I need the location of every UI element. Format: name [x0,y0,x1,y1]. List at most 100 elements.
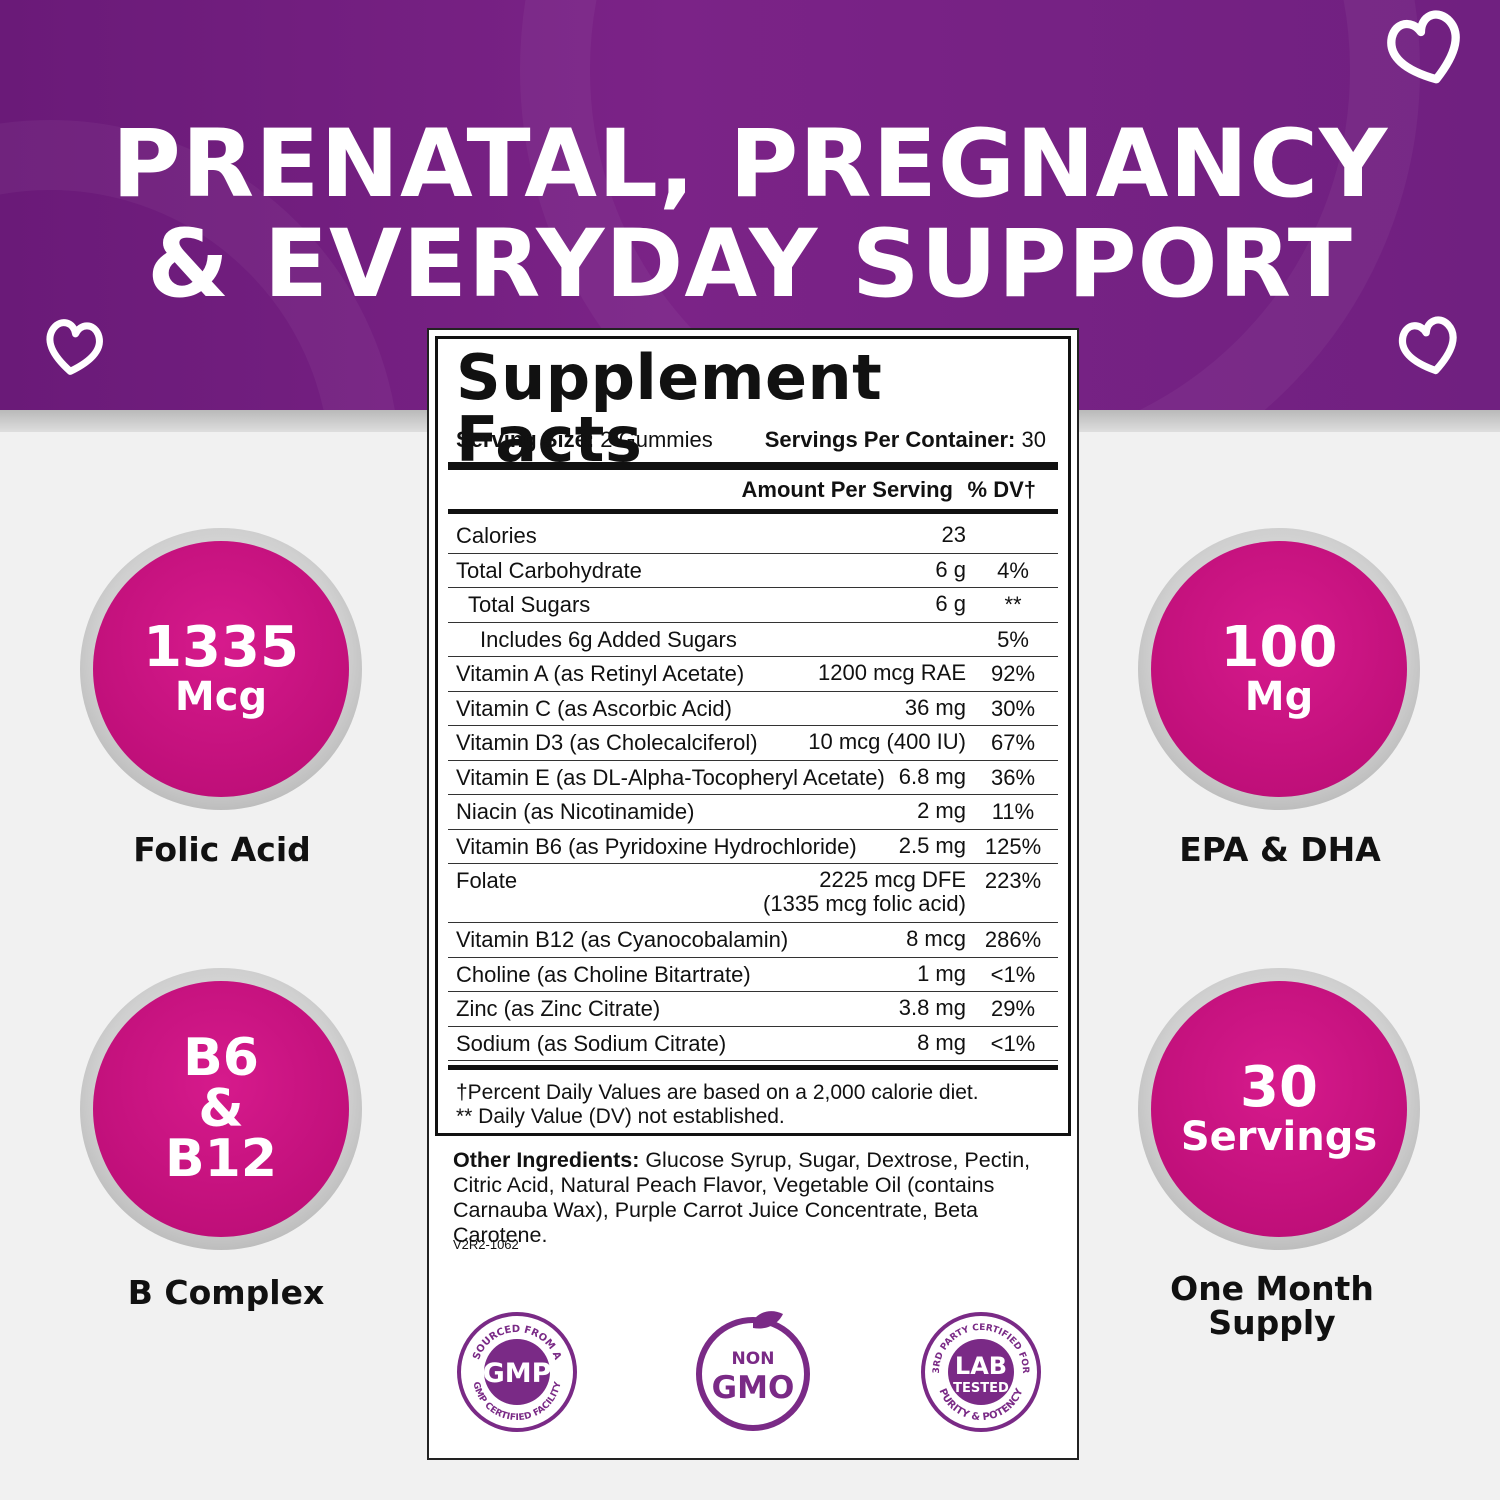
nutrient-amount-value: 6 g [935,556,966,582]
nutrient-name: Folate [456,868,518,893]
nutrient-amount: 3.8 mg [899,996,966,1020]
nutrient-dv: 4% [997,557,1029,583]
tested-label: TESTED [953,1381,1009,1396]
nutrient-name: Calories [456,523,537,548]
nutrient-amount-value: 1200 mcg RAE [818,660,966,685]
nutrient-name: Vitamin D3 (as Cholecalciferol) [456,730,758,755]
serving-size: Serving Size: 2 Gummies [456,427,713,453]
epa-dha-value: 100 [1220,615,1338,680]
nutrient-dv: <1% [990,1030,1036,1056]
nutrient-amount: 2.5 mg [899,833,966,858]
facts-row: Sodium (as Sodium Citrate) 8 mg <1% [448,1027,1058,1061]
folic-acid-unit: Mcg [174,674,268,720]
nutrient-name: Vitamin B6 (as Pyridoxine Hydrochloride) [456,833,857,859]
servings-unit: Servings [1180,1114,1378,1160]
nutrient-amount: 1 mg [917,960,966,986]
servings-caption-line1: One Month [1170,1269,1374,1308]
nutrient-amount-value: 1 mg [917,960,966,986]
nutrient-amount: 1200 mcg RAE [818,661,966,685]
facts-row: Niacin (as Nicotinamide) 2 mg 11% [448,795,1058,830]
nutrient-dv: 286% [984,927,1042,952]
nutrient-dv: 223% [984,868,1042,893]
gmp-seal: SOURCED FROM A GMP CERTIFIED FACILITY GM… [457,1312,577,1432]
amount-header: Amount Per Serving [741,477,953,502]
nutrient-dv: 92% [990,661,1036,686]
servings-per-container-label: Servings Per Container: [764,427,1016,452]
facts-row: Zinc (as Zinc Citrate) 3.8 mg 29% [448,992,1058,1027]
heart-icon [46,319,103,375]
nutrient-name: Vitamin A (as Retinyl Acetate) [456,661,745,686]
nutrient-amount-value: 3.8 mg [898,995,966,1020]
b-complex-line2: & [198,1078,244,1139]
facts-row: Calories 23 [448,519,1058,554]
nutrient-dv: 5% [997,626,1029,652]
facts-row: Vitamin B6 (as Pyridoxine Hydrochloride)… [448,830,1058,864]
nutrient-amount-detail: (1335 mcg folic acid) [763,891,966,916]
nutrient-name: Vitamin B12 (as Cyanocobalamin) [456,927,789,952]
lab-tested-seal: 3RD PARTY CERTIFIED FOR PURITY & POTENCY… [921,1312,1041,1432]
supplement-panel: Supplement Facts Serving Size: 2 Gummies… [427,328,1079,1460]
epa-dha-unit: Mg [1244,674,1314,720]
footnote-not-established: ** Daily Value (DV) not established. [456,1105,785,1128]
nutrient-dv: 125% [984,833,1042,859]
nutrient-dv: 36% [990,764,1036,790]
nutrient-amount: 2 mg [917,799,966,823]
nutrient-amount-value: 8 mg [917,1029,966,1055]
headline-line1: PRENATAL, PREGNANCY [111,110,1389,219]
nutrient-name: Vitamin C (as Ascorbic Acid) [456,695,732,721]
nutrient-amount-value: 36 mg [904,694,966,720]
nutrient-amount-value: 23 [941,522,966,547]
nutrient-amount-value: 2225 mcg DFE [819,867,966,892]
serving-size-label: Serving Size: [456,427,595,452]
footnotes: †Percent Daily Values are based on a 2,0… [456,1081,979,1129]
facts-row: Folate 2225 mcg DFE (1335 mcg folic acid) 2… [448,864,1058,923]
facts-row: Choline (as Choline Bitartrate) 1 mg <1% [448,958,1058,992]
nutrient-amount-value: 10 mcg (400 IU) [808,729,966,754]
b-complex-line3: B12 [165,1129,277,1190]
nutrient-amount: 36 mg [904,694,966,720]
nutrient-dv: ** [1004,592,1022,617]
facts-row: Total Carbohydrate 6 g 4% [448,554,1058,588]
gmp-label: GMP [483,1358,552,1389]
nutrient-amount: 6.8 mg [899,764,966,789]
facts-row: Vitamin A (as Retinyl Acetate) 1200 mcg R… [448,657,1058,692]
facts-row: Vitamin E (as DL-Alpha-Tocopheryl Acetat… [448,761,1058,795]
b-complex-badge: B6 & B12 [80,968,362,1250]
nutrient-amount-value: 2 mg [917,798,966,823]
nutrient-amount: 8 mg [917,1029,966,1055]
thick-rule [448,462,1058,470]
leaf-icon [753,1311,783,1329]
facts-row: Includes 6g Added Sugars 5% [448,623,1058,657]
b-complex-caption: B Complex [127,1273,325,1312]
nutrient-amount-value: 6 g [935,591,966,616]
other-ingredients-text: Glucose Syrup, Sugar, Dextrose, Pectin, … [453,1148,1031,1247]
nutrient-name: Vitamin E (as DL-Alpha-Tocopheryl Acetat… [456,764,885,790]
other-ingredients: Other Ingredients: Glucose Syrup, Sugar,… [453,1148,1063,1248]
facts-row: Vitamin C (as Ascorbic Acid) 36 mg 30% [448,692,1058,726]
supplement-facts-table: Supplement Facts Serving Size: 2 Gummies… [435,336,1071,1136]
headline-line2: & EVERYDAY SUPPORT [147,210,1353,319]
other-ingredients-label: Other Ingredients: [453,1148,640,1172]
folic-acid-caption: Folic Acid [133,830,311,869]
nutrient-amount: 8 mcg [906,927,966,951]
nutrient-amount: 23 [942,523,966,547]
folic-acid-value: 1335 [143,615,299,680]
facts-row: Vitamin D3 (as Cholecalciferol) 10 mcg (4… [448,726,1058,761]
servings-per-container-value: 30 [1021,427,1046,452]
dv-header: % DV† [967,477,1036,502]
lot-code: V2R2-1062 [453,1237,519,1252]
nutrient-dv: 30% [990,695,1036,721]
nutrient-name: Choline (as Choline Bitartrate) [456,961,751,987]
nutrient-amount: 6 g [935,592,966,616]
nutrient-name: Includes 6g Added Sugars [480,626,737,652]
nutrient-name: Total Carbohydrate [456,557,642,583]
nutrient-dv: 11% [991,799,1035,824]
non-gmo-top: NON [732,1349,775,1369]
header-rule [448,509,1058,514]
nutrient-name: Niacin (as Nicotinamide) [456,799,695,824]
servings-caption-line2: Supply [1208,1303,1336,1342]
footnote-dv: †Percent Daily Values are based on a 2,0… [456,1081,979,1104]
b-complex-line1: B6 [183,1027,259,1088]
nutrient-dv: 29% [990,996,1036,1021]
nutrient-dv: <1% [990,961,1036,987]
